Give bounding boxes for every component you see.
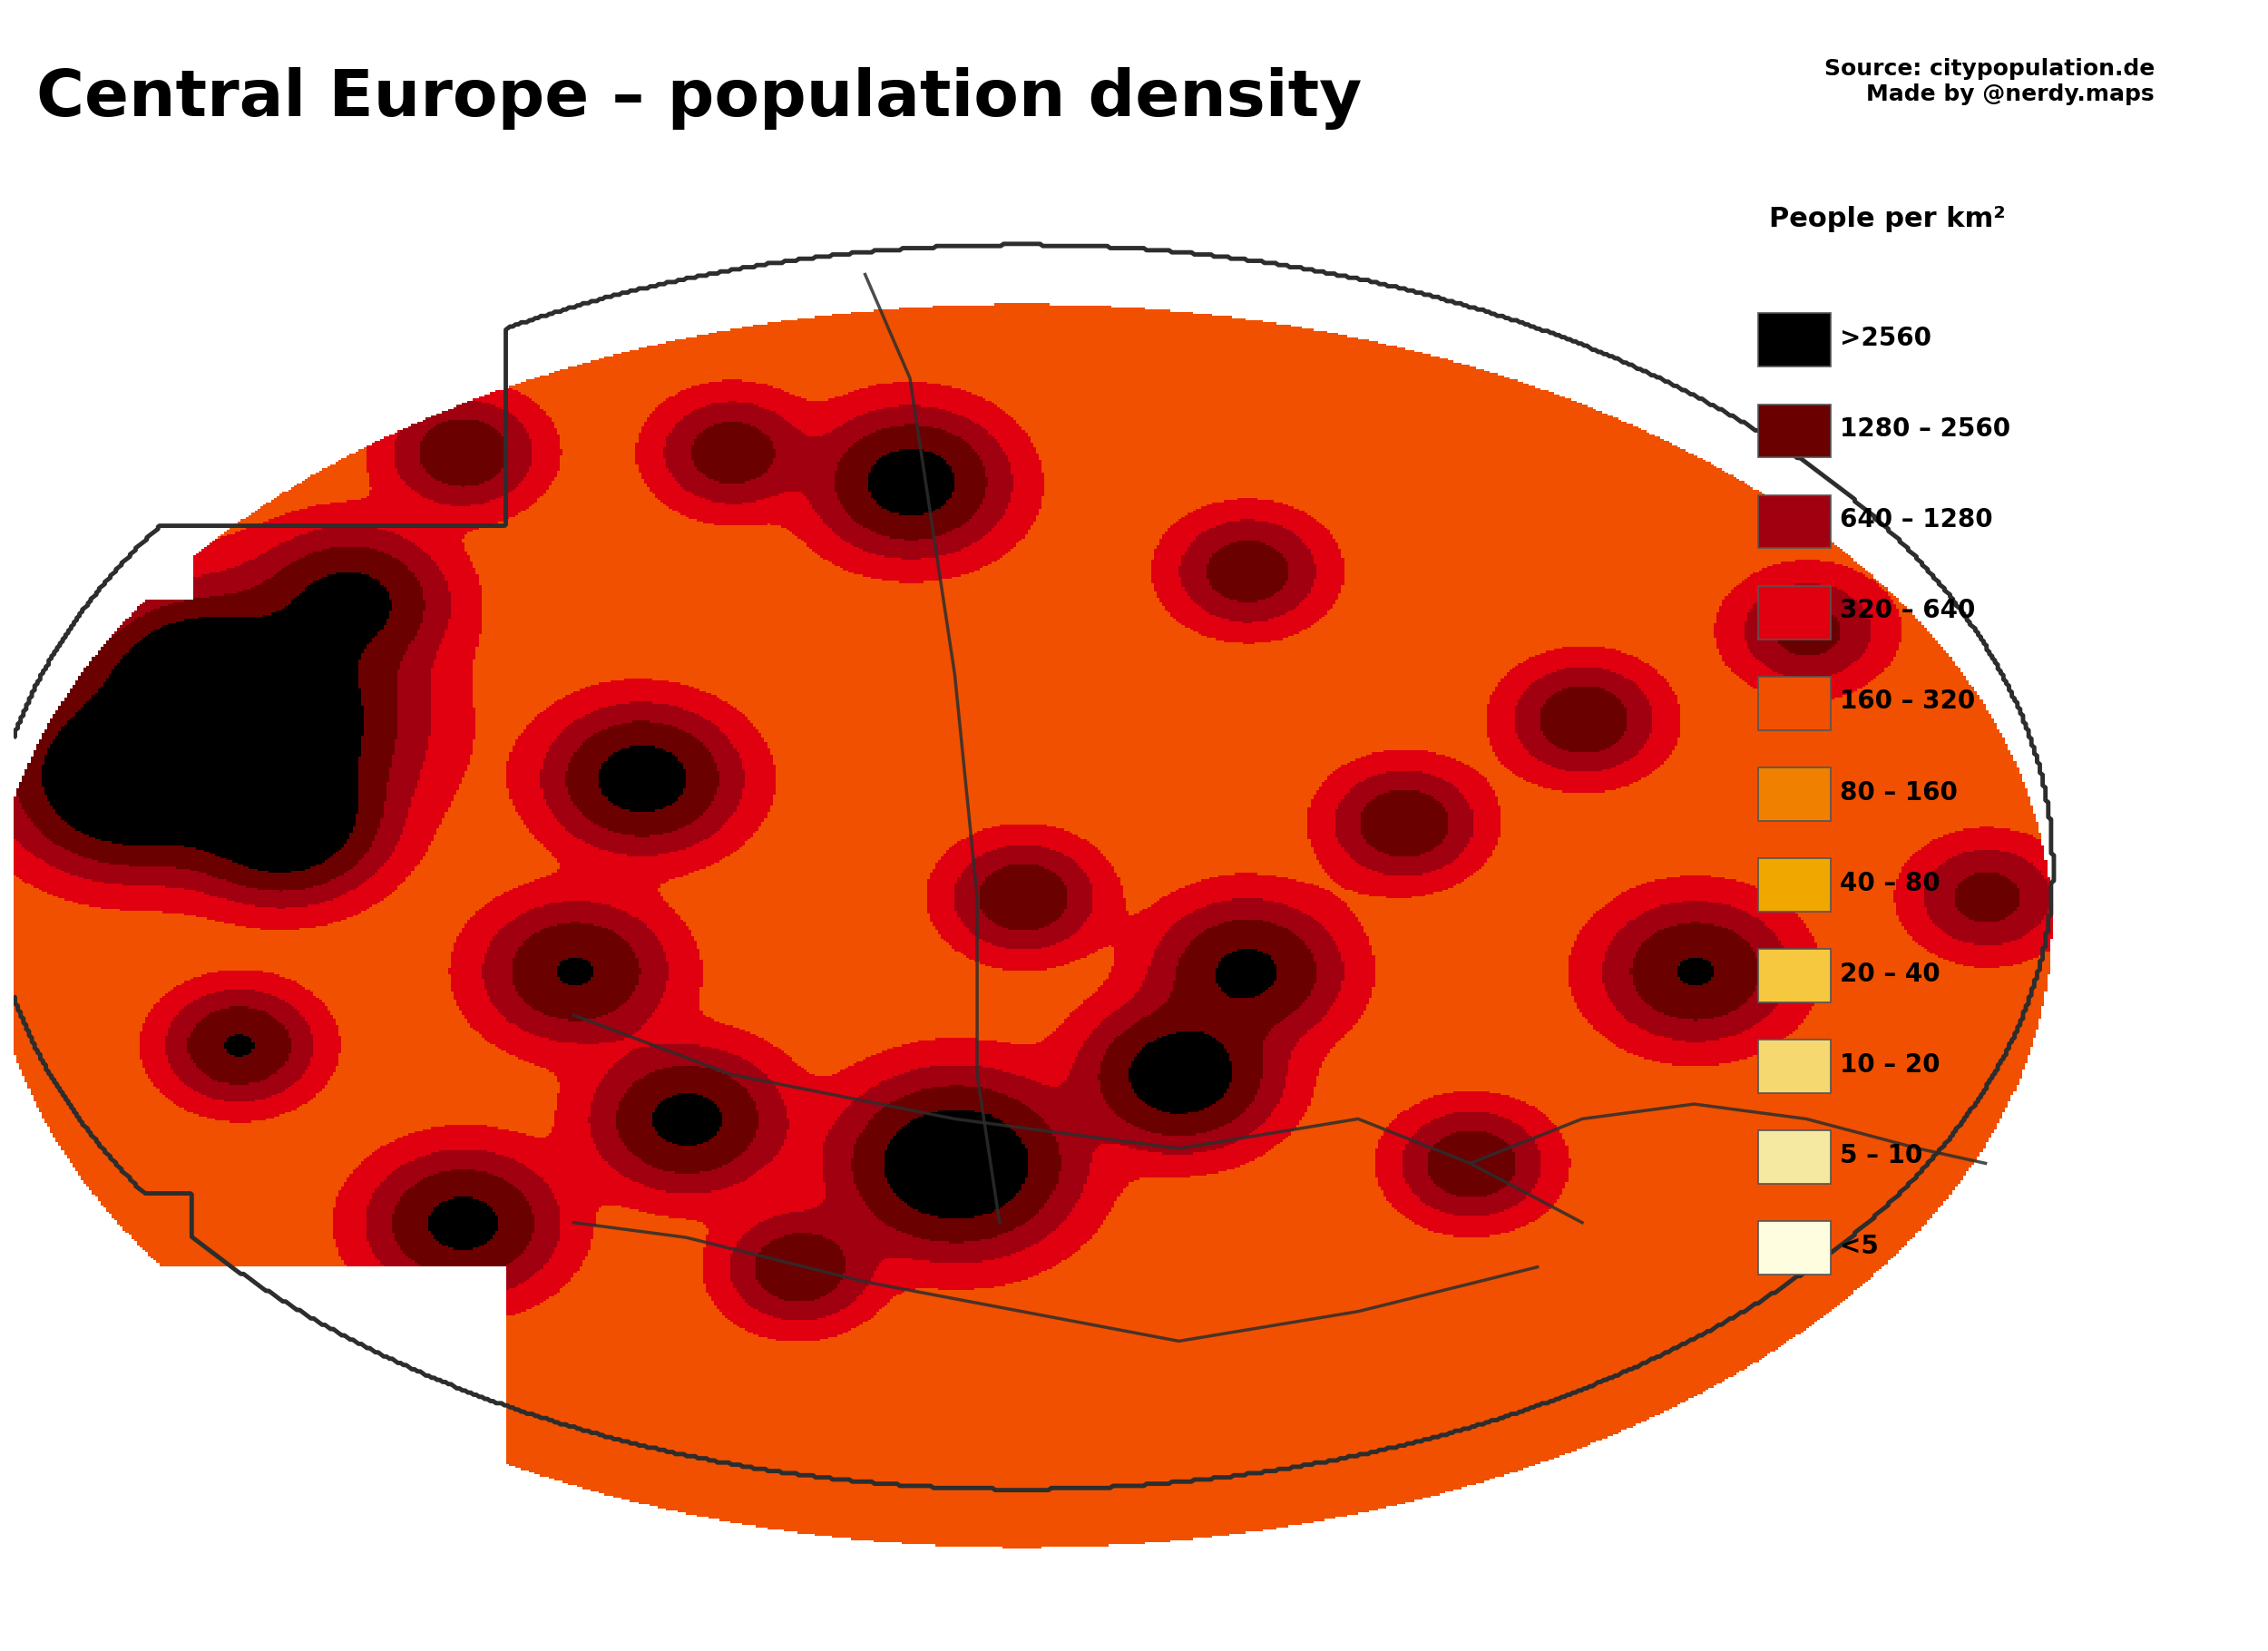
Text: 1280 – 2560: 1280 – 2560 [1839, 416, 2009, 442]
Text: 5 – 10: 5 – 10 [1839, 1142, 1923, 1169]
Text: 320 – 640: 320 – 640 [1839, 598, 1975, 624]
Text: 640 – 1280: 640 – 1280 [1839, 507, 1994, 533]
Text: Source: citypopulation.de
Made by @nerdy.maps: Source: citypopulation.de Made by @nerdy… [1823, 58, 2155, 104]
Text: >2560: >2560 [1839, 325, 1932, 352]
Text: 20 – 40: 20 – 40 [1839, 961, 1939, 987]
Text: <5: <5 [1839, 1233, 1878, 1260]
Text: 80 – 160: 80 – 160 [1839, 779, 1957, 806]
Text: Central Europe – population density: Central Europe – population density [36, 68, 1361, 130]
Text: 160 – 320: 160 – 320 [1839, 688, 1975, 715]
Text: 40 – 80: 40 – 80 [1839, 870, 1939, 896]
Text: 10 – 20: 10 – 20 [1839, 1052, 1939, 1078]
Text: People per km²: People per km² [1769, 206, 2005, 233]
